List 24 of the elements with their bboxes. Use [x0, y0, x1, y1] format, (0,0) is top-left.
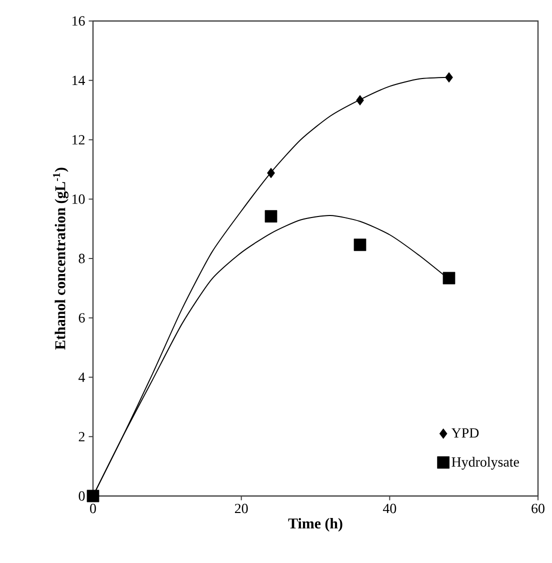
point	[264, 210, 278, 223]
point	[445, 72, 453, 83]
point	[354, 238, 366, 252]
y-tick-label: 4	[78, 372, 86, 382]
point	[356, 95, 364, 106]
y-tick-label: 14	[72, 76, 86, 85]
y-tick-label: 10	[72, 194, 85, 204]
x-axis-title: Time (h)	[288, 518, 342, 532]
y-tick-label: 12	[72, 135, 84, 144]
x-tick-label: 20	[234, 504, 248, 514]
y-tick-label: 2	[78, 432, 84, 442]
y-tick-label: 0	[78, 491, 85, 501]
y-axis-title: Ethanol concentration (gL$^{-1}$)	[53, 168, 68, 350]
x-tick-label: 0	[90, 504, 96, 514]
legend-label: Hydrolysate	[452, 456, 519, 470]
y-tick-label: 6	[78, 313, 85, 323]
y-tick-label: 16	[72, 16, 85, 26]
point	[86, 490, 100, 502]
point	[267, 168, 275, 178]
x-tick-label: 60	[532, 504, 544, 514]
point	[442, 272, 456, 284]
y-tick-label: 8	[78, 254, 85, 264]
x-tick-label: 40	[382, 504, 396, 514]
legend-label: YPD	[451, 428, 479, 438]
